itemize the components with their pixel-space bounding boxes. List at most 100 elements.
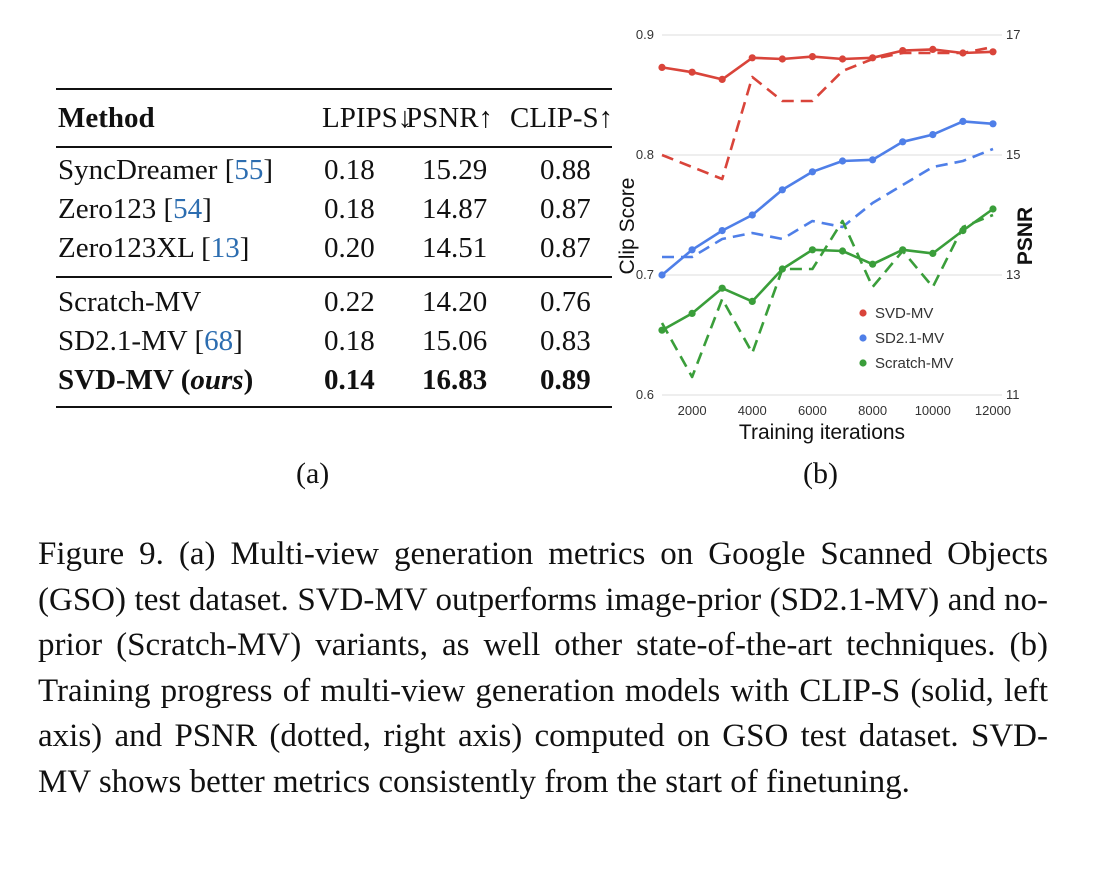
data-point [808, 53, 817, 61]
psnr-value: 15.29 [422, 154, 488, 186]
legend-marker [859, 334, 867, 342]
legend-label: Scratch-MV [875, 355, 953, 372]
legend-marker [859, 359, 867, 367]
data-point [748, 211, 756, 219]
data-point [929, 131, 937, 139]
method-name: Scratch-MV [58, 286, 202, 318]
header-method: Method [58, 102, 155, 134]
header-lpips: LPIPS↓ [322, 102, 413, 134]
data-point [808, 168, 817, 176]
x-tick: 2000 [678, 403, 707, 418]
method-name: Zero123 [54] [58, 193, 212, 225]
data-point [929, 45, 937, 53]
series-line-scratch-mv-psnr [660, 213, 994, 379]
psnr-value: 15.06 [422, 325, 488, 357]
data-point [688, 68, 696, 76]
y-axis-title-left: Clip Score [616, 178, 639, 275]
metrics-table: Method LPIPS↓ PSNR↑ CLIP-S↑ SyncDreamer … [40, 86, 612, 412]
legend-marker [859, 309, 867, 317]
series-line-scratch-mv-clip-s [661, 207, 994, 332]
y-tick-left: 0.6 [636, 387, 654, 402]
lpips-value: 0.20 [324, 232, 375, 264]
y-tick-right: 13 [1006, 267, 1020, 282]
lpips-value: 0.18 [324, 154, 375, 186]
data-point [899, 138, 907, 146]
table-group-rule [56, 276, 612, 278]
y-tick-right: 17 [1006, 27, 1020, 42]
x-tick: 6000 [798, 403, 827, 418]
axis-layer: 0.6 0.7 0.8 0.9 11 13 15 17 2000 4000 6000 8000 1000… [636, 27, 1021, 418]
lpips-value: 0.18 [324, 193, 375, 225]
citation-link[interactable]: 68 [204, 325, 234, 357]
y-tick-left: 0.7 [636, 267, 654, 282]
data-point [838, 157, 847, 165]
data-point [778, 186, 786, 194]
citation-link[interactable]: 55 [234, 154, 264, 186]
series-line-sd2-1-mv-clip-s [661, 120, 994, 276]
psnr-value: 16.83 [422, 364, 488, 396]
x-tick: 10000 [915, 403, 951, 418]
figure-caption: Figure 9. (a) Multi-view generation metr… [38, 536, 1048, 800]
y-tick-right: 15 [1006, 147, 1020, 162]
panel-label-a: (a) [296, 457, 330, 490]
data-point [989, 120, 997, 128]
data-point [869, 156, 877, 164]
clip-value: 0.76 [540, 286, 591, 318]
data-point [838, 55, 847, 63]
citation-link[interactable]: 13 [210, 232, 240, 264]
series-line-sd2-1-mv-psnr [662, 147, 994, 259]
data-point [808, 246, 817, 254]
data-point [869, 260, 877, 268]
data-point [778, 55, 786, 63]
method-name: Zero123XL [13] [58, 232, 250, 264]
y-tick-left: 0.9 [636, 27, 654, 42]
method-name: SyncDreamer [55] [58, 154, 274, 186]
x-tick: 8000 [858, 403, 887, 418]
psnr-value: 14.87 [422, 193, 488, 225]
series-line-svd-mv-clip-s [661, 48, 994, 81]
data-point [929, 249, 937, 257]
data-point [748, 297, 756, 305]
data-point [838, 247, 847, 255]
data-point [718, 75, 726, 83]
data-point [658, 63, 666, 71]
citation-link[interactable]: 54 [173, 193, 203, 225]
x-tick: 12000 [975, 403, 1011, 418]
legend-layer: SVD-MV SD2.1-MV Scratch-MV [859, 305, 953, 372]
grid-layer [662, 34, 1002, 396]
lpips-value: 0.18 [324, 325, 375, 357]
chart-canvas: 0.6 0.7 0.8 0.9 11 13 15 17 2000 4000 6000 8000 1000… [616, 27, 1037, 444]
clip-value: 0.88 [540, 154, 591, 186]
lpips-value: 0.14 [324, 364, 375, 396]
y-tick-right: 11 [1006, 387, 1020, 402]
header-clip: CLIP-S↑ [510, 102, 612, 134]
training-progress-chart: 0.6 0.7 0.8 0.9 11 13 15 17 2000 4000 6000 8000 1000… [610, 18, 1050, 448]
method-name: SVD-MV (ours) [58, 364, 254, 396]
clip-value: 0.87 [540, 232, 591, 264]
ours-tag: ours [190, 364, 244, 396]
series-line-svd-mv-psnr [661, 45, 994, 181]
clip-value: 0.89 [540, 364, 591, 396]
clip-value: 0.87 [540, 193, 591, 225]
data-point [989, 48, 997, 56]
y-axis-title-right: PSNR [1014, 207, 1037, 265]
x-axis-title: Training iterations [739, 421, 905, 444]
data-point [688, 309, 696, 317]
header-psnr: PSNR↑ [406, 102, 494, 134]
data-point [959, 117, 967, 125]
panel-label-b: (b) [803, 457, 838, 490]
lpips-value: 0.22 [324, 286, 375, 318]
data-point [718, 284, 726, 292]
method-name: SD2.1-MV [68] [58, 325, 243, 357]
clip-value: 0.83 [540, 325, 591, 357]
psnr-value: 14.20 [422, 286, 488, 318]
legend-label: SVD-MV [875, 305, 933, 322]
data-point [688, 246, 696, 254]
table-header-rule [56, 146, 612, 148]
data-point [658, 271, 666, 279]
psnr-value: 14.51 [422, 232, 488, 264]
legend-label: SD2.1-MV [875, 330, 944, 347]
data-point [748, 54, 756, 62]
table-top-rule [56, 88, 612, 90]
data-point [718, 227, 726, 235]
